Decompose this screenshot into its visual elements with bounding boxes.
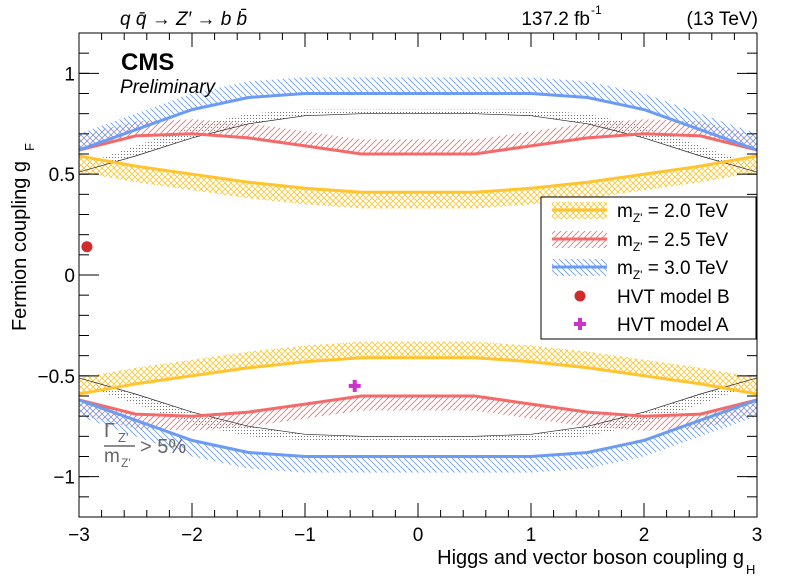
marker-layer <box>81 241 361 392</box>
band-layer <box>79 77 757 473</box>
legend-marker-cross-v <box>578 318 582 330</box>
svg-text:F: F <box>22 143 37 151</box>
y-tick-label: 0 <box>64 266 75 287</box>
legend-label: mZ' = 2.0 TeV <box>617 201 729 225</box>
svg-text:Fermion coupling g: Fermion coupling g <box>9 161 31 331</box>
cms-label: CMS <box>121 49 174 76</box>
series-line-2-lower <box>79 394 757 418</box>
x-tick-label: −2 <box>181 525 203 546</box>
x-tick-label: 0 <box>413 525 424 546</box>
legend-entry: HVT model A <box>574 315 729 336</box>
marker-hvt-model-a <box>348 379 361 392</box>
width-contour-upper <box>79 113 757 173</box>
marker-hvt-model-b <box>81 241 93 253</box>
lumi-exponent: -1 <box>591 3 602 17</box>
x-tick-label: 2 <box>639 525 650 546</box>
series-line-3-lower <box>79 398 757 458</box>
legend-label: HVT model B <box>617 287 730 308</box>
y-tick-label: 0.5 <box>49 165 75 186</box>
band-hatch-1-upper <box>79 156 757 209</box>
band-hatch-3-lower <box>79 400 757 473</box>
y-tick-label: 1 <box>64 64 75 85</box>
legend-label: HVT model A <box>617 315 729 336</box>
width-mass-sub: Z' <box>121 456 131 470</box>
series-line-1-upper <box>79 154 757 194</box>
x-tick-label: 3 <box>752 525 763 546</box>
width-relation: > 5% <box>140 436 186 458</box>
x-tick-label: 1 <box>526 525 537 546</box>
band-hatch-2-upper <box>79 119 757 154</box>
svg-text:H: H <box>746 562 755 576</box>
process-label: q q̄ → Z′ → b b̄ <box>120 9 247 30</box>
width-contour-lower <box>79 377 757 437</box>
lumi-label: 137.2 fb <box>521 9 590 30</box>
width-gamma: Γ <box>104 420 115 442</box>
svg-text:Higgs and vector boson couplin: Higgs and vector boson coupling g <box>437 547 744 569</box>
x-tick-label: −3 <box>68 525 90 546</box>
legend-entry: mZ' = 2.0 TeV <box>552 201 729 225</box>
y-tick-label: −0.5 <box>37 367 75 388</box>
energy-label: (13 TeV) <box>687 9 758 30</box>
width-mass: m <box>104 446 120 467</box>
x-axis-title: Higgs and vector boson coupling g H <box>437 547 755 576</box>
series-line-1-lower <box>79 356 757 396</box>
y-axis-title: Fermion coupling g F <box>9 143 37 331</box>
x-tick-label: −1 <box>294 525 316 546</box>
band-hatch-3-upper <box>79 77 757 150</box>
series-line-2-upper <box>79 132 757 156</box>
legend-entry: HVT model B <box>574 287 730 308</box>
y-tick-label: −1 <box>53 468 75 489</box>
legend-marker-circle <box>574 290 586 302</box>
width-gamma-sub: Z' <box>118 430 128 445</box>
band-hatch-1-lower <box>79 341 757 394</box>
preliminary-label: Preliminary <box>120 77 217 98</box>
band-hatch-2-lower <box>79 396 757 431</box>
width-annotation: Γ Z' m Z' > 5% <box>104 420 186 470</box>
series-line-3-upper <box>79 92 757 152</box>
